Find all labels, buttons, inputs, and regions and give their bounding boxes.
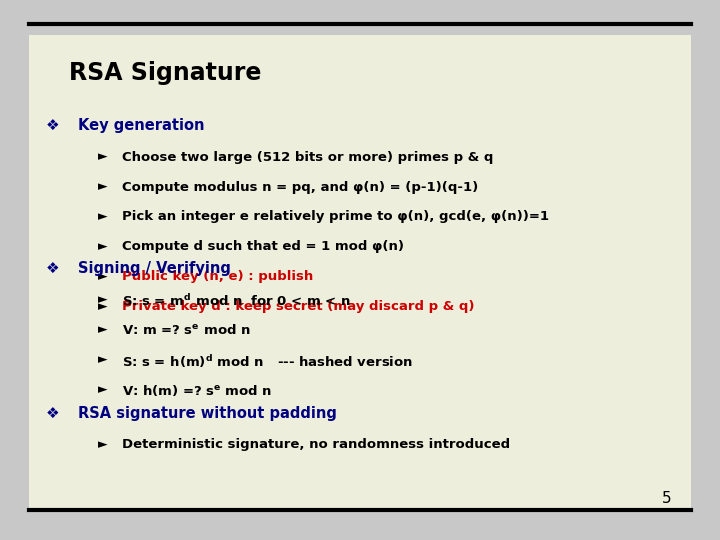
Text: ►: ► (99, 293, 108, 306)
Text: RSA signature without padding: RSA signature without padding (78, 406, 338, 421)
Text: S: s = m$^{\mathbf{d}}$ mod n  for 0 < m < n: S: s = m$^{\mathbf{d}}$ mod n for 0 < m … (122, 293, 351, 309)
Text: ►: ► (99, 383, 108, 396)
Text: ►: ► (99, 180, 108, 193)
Text: ❖: ❖ (45, 406, 59, 421)
Text: ►: ► (99, 271, 108, 284)
Text: V: h(m) =? s$^{\mathbf{e}}$ mod n: V: h(m) =? s$^{\mathbf{e}}$ mod n (122, 383, 271, 398)
Text: Public key (n, e) : publish: Public key (n, e) : publish (122, 271, 312, 284)
Text: Compute modulus n = pq, and φ(n) = (p-1)(q-1): Compute modulus n = pq, and φ(n) = (p-1)… (122, 180, 478, 193)
Text: ►: ► (99, 323, 108, 336)
Text: ►: ► (99, 151, 108, 164)
Text: S: s = h(m)$^{\mathbf{d}}$ mod n   --- hashed version: S: s = h(m)$^{\mathbf{d}}$ mod n --- has… (122, 353, 413, 370)
Text: Deterministic signature, no randomness introduced: Deterministic signature, no randomness i… (122, 438, 510, 451)
Text: ►: ► (99, 240, 108, 253)
Text: Compute d such that ed = 1 mod φ(n): Compute d such that ed = 1 mod φ(n) (122, 240, 403, 253)
Text: Private key d : keep secret (may discard p & q): Private key d : keep secret (may discard… (122, 300, 474, 313)
Text: ❖: ❖ (45, 118, 59, 133)
Text: Signing / Verifying: Signing / Verifying (78, 261, 231, 276)
Text: 5: 5 (662, 490, 671, 505)
Text: ►: ► (99, 353, 108, 366)
Text: Choose two large (512 bits or more) primes p & q: Choose two large (512 bits or more) prim… (122, 151, 493, 164)
Text: RSA Signature: RSA Signature (68, 61, 261, 85)
Text: V: m =? s$^{\mathbf{e}}$ mod n: V: m =? s$^{\mathbf{e}}$ mod n (122, 323, 250, 337)
Text: Key generation: Key generation (78, 118, 205, 133)
Text: ►: ► (99, 211, 108, 224)
FancyBboxPatch shape (29, 35, 691, 510)
Text: ►: ► (99, 438, 108, 451)
Text: Pick an integer e relatively prime to φ(n), gcd(e, φ(n))=1: Pick an integer e relatively prime to φ(… (122, 211, 549, 224)
Text: ❖: ❖ (45, 261, 59, 276)
Text: ►: ► (99, 300, 108, 313)
